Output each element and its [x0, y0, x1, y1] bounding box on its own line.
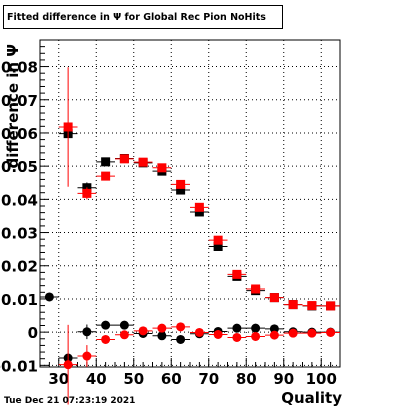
data-point-circle: [307, 328, 317, 338]
data-point-square: [213, 235, 223, 245]
x-tick-label: 60: [161, 370, 182, 388]
data-point-circle: [101, 334, 111, 344]
data-point-square: [176, 185, 186, 195]
data-point-circle: [213, 329, 223, 339]
y-tick-label: 0.01: [1, 291, 38, 309]
data-point-square: [138, 157, 148, 167]
data-point-square: [251, 284, 261, 294]
data-point-square: [232, 269, 242, 279]
x-axis-label: Quality: [281, 389, 342, 407]
data-point-square: [288, 300, 298, 310]
y-tick-label: 0.05: [1, 158, 38, 176]
data-point-square: [326, 301, 336, 311]
data-point-square: [101, 157, 111, 167]
data-point-circle: [101, 320, 111, 330]
data-point-square: [307, 301, 317, 311]
data-point-circle: [44, 292, 54, 302]
data-point-circle: [269, 330, 279, 340]
y-tick-label: 0.07: [1, 92, 38, 110]
data-point-square: [119, 154, 129, 164]
data-point-circle: [157, 323, 167, 333]
x-tick-label: 40: [86, 370, 107, 388]
data-point-circle: [176, 334, 186, 344]
x-tick-label: 50: [123, 370, 144, 388]
data-point-circle: [251, 331, 261, 341]
data-point-square: [63, 122, 73, 132]
plot-title: Fitted difference in Ψ for Global Rec Pi…: [3, 5, 283, 29]
timestamp: Tue Dec 21 07:23:19 2021: [4, 396, 136, 406]
data-point-circle: [82, 351, 92, 361]
y-tick-label: 0.06: [1, 125, 38, 143]
data-point-square: [269, 293, 279, 303]
data-point-circle: [176, 322, 186, 332]
y-axis-label: difference in Ψ: [4, 44, 22, 169]
data-point-circle: [232, 323, 242, 333]
data-point-square: [194, 202, 204, 212]
data-point-circle: [194, 327, 204, 337]
x-tick-label: 30: [48, 370, 69, 388]
data-point-square: [157, 163, 167, 173]
y-tick-label: 0.03: [1, 225, 38, 243]
data-point-circle: [138, 326, 148, 336]
data-point-circle: [119, 320, 129, 330]
x-tick-label: 80: [236, 370, 257, 388]
data-point-circle: [82, 327, 92, 337]
data-point-circle: [119, 330, 129, 340]
data-point-circle: [63, 360, 73, 370]
data-point-circle: [326, 327, 336, 337]
x-tick-label: 100: [306, 370, 337, 388]
plot-area: [40, 40, 340, 367]
data-point-circle: [269, 324, 279, 334]
y-tick-label: 0.08: [1, 59, 38, 77]
data-point-circle: [157, 331, 167, 341]
data-point-square: [194, 207, 204, 217]
data-point-circle: [232, 332, 242, 342]
data-point-circle: [288, 328, 298, 338]
data-point-square: [82, 188, 92, 198]
y-tick-label: 0: [28, 324, 38, 342]
y-tick-label: -0.01: [0, 357, 38, 375]
x-tick-label: 90: [273, 370, 294, 388]
data-point-circle: [251, 323, 261, 333]
y-tick-label: 0.02: [1, 258, 38, 276]
y-tick-label: 0.04: [1, 191, 38, 209]
data-point-square: [213, 241, 223, 251]
x-tick-label: 70: [198, 370, 219, 388]
data-point-square: [176, 179, 186, 189]
data-point-square: [101, 171, 111, 181]
